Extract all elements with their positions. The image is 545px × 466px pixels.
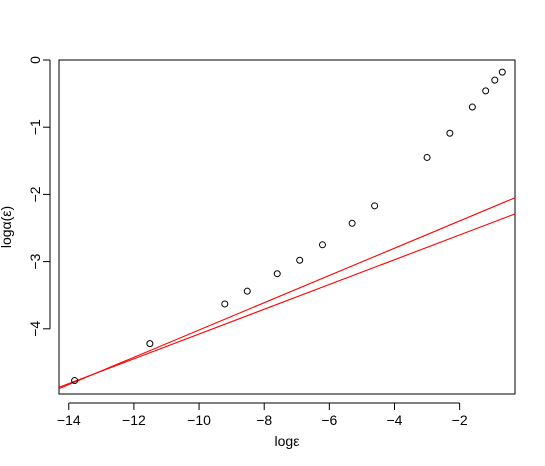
data-point-11 — [446, 129, 454, 137]
data-point-4 — [243, 287, 251, 295]
data-point-7 — [319, 241, 326, 249]
data-point-6 — [296, 256, 304, 264]
x-tick-label: −6 — [321, 412, 337, 428]
data-point-5 — [273, 270, 281, 278]
y-tick-label: 0 — [27, 56, 43, 64]
fit-line-2 — [59, 213, 515, 388]
x-tick-label: −12 — [122, 412, 146, 428]
fit-lines — [59, 197, 515, 390]
data-point-9 — [371, 202, 379, 210]
y-axis-label: logα(ε) — [0, 206, 14, 248]
data-point-3 — [221, 300, 229, 308]
x-tick-label: −14 — [57, 412, 81, 428]
data-point-13 — [482, 87, 490, 95]
data-points — [71, 68, 506, 385]
x-axis-label: logε — [275, 433, 300, 449]
data-point-14 — [491, 76, 499, 84]
y-tick-label: −4 — [27, 321, 43, 337]
y-tick-label: −3 — [27, 253, 43, 269]
x-axis: −14 −12 −10 −8 −6 −4 −2 — [57, 402, 468, 428]
data-point-15 — [498, 68, 506, 76]
y-tick-label: −2 — [27, 186, 43, 202]
data-point-10 — [423, 153, 431, 161]
x-tick-label: −4 — [387, 412, 403, 428]
data-point-1 — [71, 377, 79, 385]
x-tick-label: −2 — [452, 412, 468, 428]
x-tick-label: −8 — [256, 412, 272, 428]
data-point-8 — [348, 219, 356, 227]
y-tick-label: −1 — [27, 119, 43, 135]
fit-line-1 — [59, 197, 515, 390]
data-point-2 — [146, 340, 154, 348]
plot-area-frame — [58, 59, 516, 395]
x-tick-label: −10 — [187, 412, 211, 428]
data-point-12 — [468, 103, 476, 111]
y-axis: 0 −1 −2 −3 −4 — [27, 56, 51, 337]
